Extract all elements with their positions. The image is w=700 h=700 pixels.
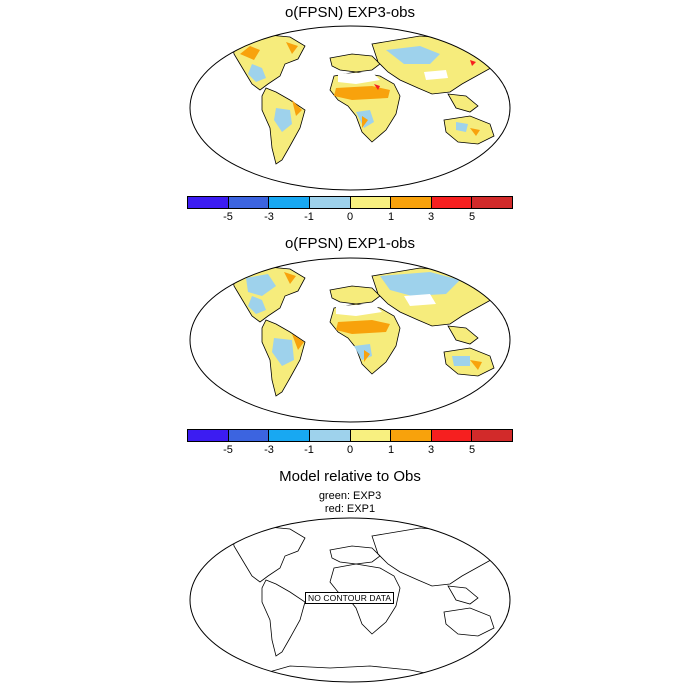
colorbar-tick-label: 1 — [387, 211, 395, 223]
colorbar-swatch — [188, 430, 229, 441]
colorbar-swatch — [228, 430, 270, 441]
panel-3-map — [189, 517, 511, 683]
panel-3-map-border — [189, 517, 511, 683]
panel-2-land — [231, 265, 501, 397]
colorbar-swatch — [350, 197, 392, 208]
panel-3-title: Model relative to Obs — [279, 468, 421, 485]
colorbar-swatch — [350, 430, 392, 441]
colorbar-tick-label: -3 — [264, 444, 274, 456]
panel-2-map — [189, 257, 511, 423]
panel-3-subtitle-green: green: EXP3 — [318, 490, 382, 502]
colorbar-tick-label: 3 — [427, 444, 435, 456]
panel-2-map-border — [189, 257, 511, 423]
colorbar-tick-label: 3 — [427, 211, 435, 223]
colorbar-swatch — [472, 197, 512, 208]
colorbar-tick-label: 0 — [346, 211, 354, 223]
colorbar-tick-label: -1 — [304, 444, 314, 456]
colorbar-tick-label: -5 — [223, 211, 233, 223]
colorbar-tick-label: 5 — [468, 444, 476, 456]
colorbar-swatch — [391, 430, 432, 441]
colorbar-swatch — [391, 197, 432, 208]
panel-1-map — [189, 25, 511, 191]
panel-1-title: o(FPSN) EXP3-obs — [284, 4, 416, 21]
panel-1-map-border — [189, 25, 511, 191]
panel-2-title: o(FPSN) EXP1-obs — [284, 235, 416, 252]
panel-1-land — [231, 33, 501, 165]
panel-3-coastlines — [231, 525, 501, 677]
colorbar-swatch — [472, 430, 512, 441]
panel-1-colorbar — [187, 196, 513, 209]
colorbar-tick-label: -3 — [264, 211, 274, 223]
colorbar-swatch — [431, 430, 473, 441]
colorbar-tick-label: 1 — [387, 444, 395, 456]
panel-3-subtitle-red: red: EXP1 — [324, 503, 376, 515]
colorbar-swatch — [431, 197, 473, 208]
colorbar-swatch — [228, 197, 270, 208]
colorbar-swatch — [188, 197, 229, 208]
no-contour-data-label: NO CONTOUR DATA — [305, 592, 395, 604]
colorbar-tick-label: 5 — [468, 211, 476, 223]
colorbar-tick-label: -5 — [223, 444, 233, 456]
colorbar-swatch — [309, 430, 351, 441]
panel-2-colorbar — [187, 429, 513, 442]
colorbar-swatch — [269, 430, 310, 441]
colorbar-swatch — [309, 197, 351, 208]
colorbar-swatch — [269, 197, 310, 208]
colorbar-tick-label: 0 — [346, 444, 354, 456]
colorbar-tick-label: -1 — [304, 211, 314, 223]
